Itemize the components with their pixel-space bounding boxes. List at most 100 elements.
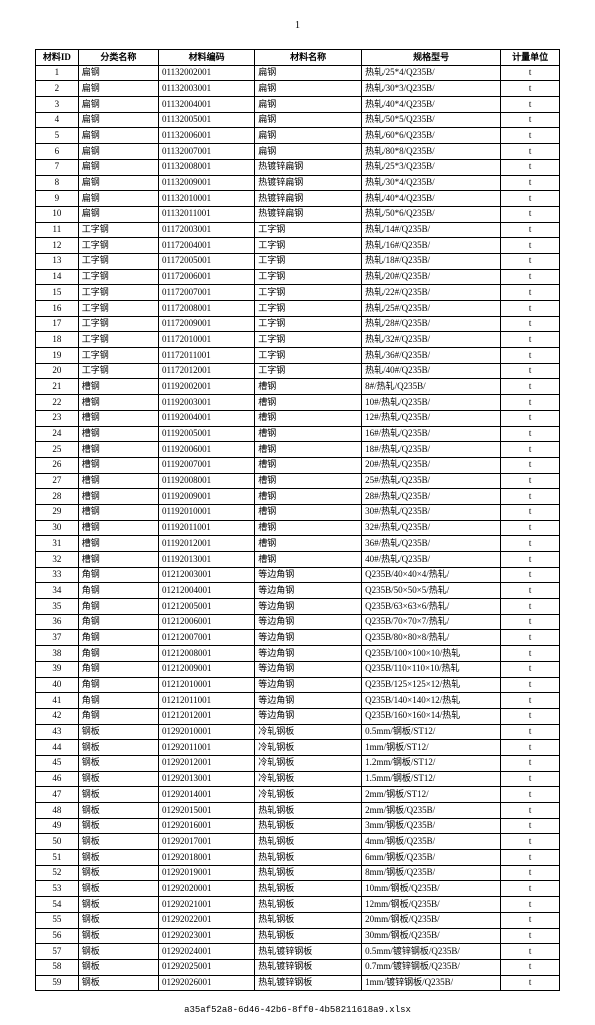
table-cell: t [501, 677, 560, 693]
table-cell: Q235B/70×70×7/热轧/ [362, 614, 501, 630]
table-row: 16工字钢01172008001工字钢热轧/25#/Q235B/t [36, 301, 560, 317]
table-row: 42角钢01212012001等边角钢Q235B/160×160×14/热轧t [36, 708, 560, 724]
table-row: 47钢板01292014001冷轧钢板2mm/钢板/ST12/t [36, 787, 560, 803]
table-cell: 8#/热轧/Q235B/ [362, 379, 501, 395]
table-cell: 01212009001 [158, 661, 254, 677]
table-cell: t [501, 81, 560, 97]
table-cell: 热轧/25#/Q235B/ [362, 301, 501, 317]
table-cell: 热轧钢板 [255, 818, 362, 834]
table-cell: 9 [36, 191, 79, 207]
table-cell: 工字钢 [255, 285, 362, 301]
table-cell: 53 [36, 881, 79, 897]
table-row: 9扁钢01132010001热镀锌扁钢热轧/40*4/Q235B/t [36, 191, 560, 207]
table-cell: 01292026001 [158, 975, 254, 991]
table-cell: 01212007001 [158, 630, 254, 646]
table-cell: 01292015001 [158, 803, 254, 819]
table-cell: 冷轧钢板 [255, 724, 362, 740]
table-cell: t [501, 144, 560, 160]
table-cell: 热轧/40*4/Q235B/ [362, 97, 501, 113]
table-cell: Q235B/40×40×4/热轧/ [362, 567, 501, 583]
table-cell: t [501, 614, 560, 630]
table-cell: Q235B/140×140×12/热轧 [362, 693, 501, 709]
table-cell: 01132005001 [158, 112, 254, 128]
table-cell: 槽钢 [255, 520, 362, 536]
table-cell: 6 [36, 144, 79, 160]
table-cell: 热镀锌扁钢 [255, 175, 362, 191]
table-cell: 槽钢 [78, 395, 158, 411]
table-cell: 钢板 [78, 771, 158, 787]
table-cell: t [501, 944, 560, 960]
table-cell: 18#/热轧/Q235B/ [362, 442, 501, 458]
table-cell: 热轧镀锌钢板 [255, 944, 362, 960]
table-cell: Q235B/110×110×10/热轧 [362, 661, 501, 677]
table-cell: t [501, 881, 560, 897]
table-cell: 工字钢 [255, 269, 362, 285]
table-row: 37角钢01212007001等边角钢Q235B/80×80×8/热轧/t [36, 630, 560, 646]
table-cell: 热轧/32#/Q235B/ [362, 332, 501, 348]
table-row: 31槽钢01192012001槽钢36#/热轧/Q235B/t [36, 536, 560, 552]
table-cell: 26 [36, 457, 79, 473]
table-cell: 等边角钢 [255, 661, 362, 677]
table-cell: t [501, 348, 560, 364]
table-cell: 钢板 [78, 897, 158, 913]
table-row: 30槽钢01192011001槽钢32#/热轧/Q235B/t [36, 520, 560, 536]
table-cell: 4 [36, 112, 79, 128]
table-cell: 01172008001 [158, 301, 254, 317]
table-cell: 01192003001 [158, 395, 254, 411]
table-row: 2扁钢01132003001扁钢热轧/30*3/Q235B/t [36, 81, 560, 97]
table-cell: 54 [36, 897, 79, 913]
col-header-id: 材料ID [36, 50, 79, 66]
table-cell: t [501, 410, 560, 426]
table-row: 36角钢01212006001等边角钢Q235B/70×70×7/热轧/t [36, 614, 560, 630]
table-cell: t [501, 959, 560, 975]
table-cell: 01212005001 [158, 599, 254, 615]
table-cell: 热镀锌扁钢 [255, 159, 362, 175]
table-cell: 热轧/50*5/Q235B/ [362, 112, 501, 128]
table-cell: 热轧/50*6/Q235B/ [362, 206, 501, 222]
table-cell: 38 [36, 646, 79, 662]
table-cell: t [501, 708, 560, 724]
table-cell: t [501, 740, 560, 756]
table-cell: 33 [36, 567, 79, 583]
table-cell: 01292016001 [158, 818, 254, 834]
table-cell: Q235B/160×160×14/热轧 [362, 708, 501, 724]
table-cell: 扁钢 [78, 159, 158, 175]
table-cell: 热轧/80*8/Q235B/ [362, 144, 501, 160]
table-cell: 槽钢 [78, 379, 158, 395]
table-cell: 0.5mm/镀锌钢板/Q235B/ [362, 944, 501, 960]
table-cell: t [501, 379, 560, 395]
table-cell: 40#/热轧/Q235B/ [362, 552, 501, 568]
table-cell: t [501, 238, 560, 254]
table-cell: 热轧钢板 [255, 834, 362, 850]
table-row: 28槽钢01192009001槽钢28#/热轧/Q235B/t [36, 489, 560, 505]
table-cell: 51 [36, 850, 79, 866]
table-cell: 扁钢 [255, 128, 362, 144]
table-cell: 钢板 [78, 834, 158, 850]
table-cell: t [501, 755, 560, 771]
table-cell: 热轧/25*4/Q235B/ [362, 65, 501, 81]
table-cell: 扁钢 [78, 112, 158, 128]
table-cell: 热轧钢板 [255, 865, 362, 881]
table-row: 33角钢01212003001等边角钢Q235B/40×40×4/热轧/t [36, 567, 560, 583]
col-header-spec: 规格型号 [362, 50, 501, 66]
table-cell: 等边角钢 [255, 630, 362, 646]
table-cell: 钢板 [78, 975, 158, 991]
table-cell: t [501, 771, 560, 787]
table-cell: 3 [36, 97, 79, 113]
table-row: 23槽钢01192004001槽钢12#/热轧/Q235B/t [36, 410, 560, 426]
table-row: 21槽钢01192002001槽钢8#/热轧/Q235B/t [36, 379, 560, 395]
table-cell: 工字钢 [78, 301, 158, 317]
table-cell: 37 [36, 630, 79, 646]
table-row: 4扁钢01132005001扁钢热轧/50*5/Q235B/t [36, 112, 560, 128]
table-cell: 50 [36, 834, 79, 850]
table-cell: 工字钢 [255, 301, 362, 317]
table-cell: 21 [36, 379, 79, 395]
table-cell: 工字钢 [78, 285, 158, 301]
table-row: 13工字钢01172005001工字钢热轧/18#/Q235B/t [36, 253, 560, 269]
table-cell: 01192002001 [158, 379, 254, 395]
table-cell: 热轧/40*4/Q235B/ [362, 191, 501, 207]
table-cell: 扁钢 [78, 191, 158, 207]
table-cell: 热镀锌扁钢 [255, 206, 362, 222]
table-cell: 01192012001 [158, 536, 254, 552]
table-cell: 热轧钢板 [255, 850, 362, 866]
